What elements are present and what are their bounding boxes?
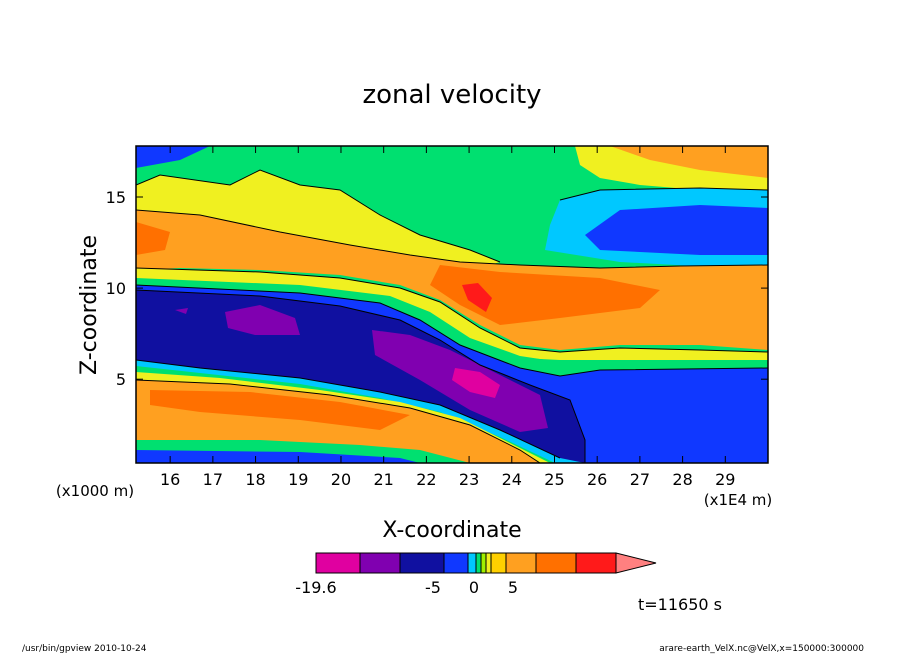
y-axis-unit: (x1000 m)	[56, 482, 134, 500]
y-axis-ticks: 5 10 15	[106, 188, 768, 389]
y-axis-label: Z-coordinate	[77, 235, 102, 375]
mid-purple-streak-1	[225, 305, 300, 335]
colorbar-swatch	[475, 552, 482, 574]
colorbar-extend-arrow	[615, 552, 657, 574]
x-tick-label: 24	[502, 470, 522, 489]
colorbar-swatch	[467, 552, 477, 574]
colorbar-labels: -19.6 -5 0 5	[295, 578, 518, 597]
x-tick-label: 27	[630, 470, 650, 489]
footer-left: /usr/bin/gpview 2010-10-24	[22, 644, 147, 654]
colorbar-swatch	[505, 552, 537, 574]
upper-green-band	[136, 278, 768, 372]
top-left-blue-region	[136, 146, 210, 168]
colorbar-swatch	[575, 552, 617, 574]
upper-thin-bands	[136, 268, 768, 360]
colorbar-swatch	[480, 552, 487, 574]
core-max-red	[462, 283, 492, 312]
time-label: t=11650 s	[638, 595, 722, 614]
core-min-magenta	[452, 368, 500, 398]
colorbar-label-min: -19.6	[295, 578, 336, 597]
colorbar	[315, 552, 657, 574]
x-axis-label: X-coordinate	[382, 518, 521, 543]
colorbar-swatch	[359, 552, 401, 574]
lower-darkorange-jet	[150, 390, 410, 430]
x-axis-ticks: 16 17 18 19 20 21 22 23 24 25 26 27 28 29	[160, 146, 735, 489]
colorbar-label-neg5: -5	[425, 578, 441, 597]
y-tick-label: 15	[106, 188, 126, 207]
y-tick-label: 10	[106, 279, 126, 298]
x-tick-label: 20	[331, 470, 351, 489]
x-tick-label: 16	[160, 470, 180, 489]
plot-frame	[135, 145, 769, 464]
upper-darkorange-jet	[136, 222, 660, 325]
top-right-orange-band	[610, 146, 768, 178]
x-tick-label: 26	[587, 470, 607, 489]
colorbar-swatch	[315, 552, 361, 574]
y-tick-label: 5	[116, 370, 126, 389]
lower-surface-blue	[136, 450, 420, 463]
velocity-field	[136, 146, 768, 463]
colorbar-label-pos5: 5	[508, 578, 518, 597]
colorbar-swatch	[399, 552, 445, 574]
contour-lines	[136, 169, 768, 463]
chart-title: zonal velocity	[362, 80, 541, 110]
footer-right: arare-earth_VelX.nc@VelX,x=150000:300000	[659, 644, 864, 654]
x-tick-label: 22	[416, 470, 436, 489]
x-tick-label: 29	[715, 470, 735, 489]
x-tick-label: 17	[203, 470, 223, 489]
x-tick-label: 23	[459, 470, 479, 489]
colorbar-swatch	[443, 552, 469, 574]
colorbar-label-zero: 0	[469, 578, 479, 597]
colorbar-swatch	[535, 552, 577, 574]
upper-right-blue-region	[585, 205, 768, 255]
x-axis-unit: (x1E4 m)	[704, 491, 773, 509]
upper-yellow-streaks	[136, 170, 500, 268]
x-tick-label: 21	[373, 470, 393, 489]
colorbar-swatch	[485, 552, 492, 574]
left-magenta-dot	[175, 308, 188, 314]
x-tick-label: 19	[288, 470, 308, 489]
x-tick-label: 25	[544, 470, 564, 489]
x-tick-label: 18	[245, 470, 265, 489]
x-tick-label: 28	[672, 470, 692, 489]
colorbar-swatch	[490, 552, 507, 574]
